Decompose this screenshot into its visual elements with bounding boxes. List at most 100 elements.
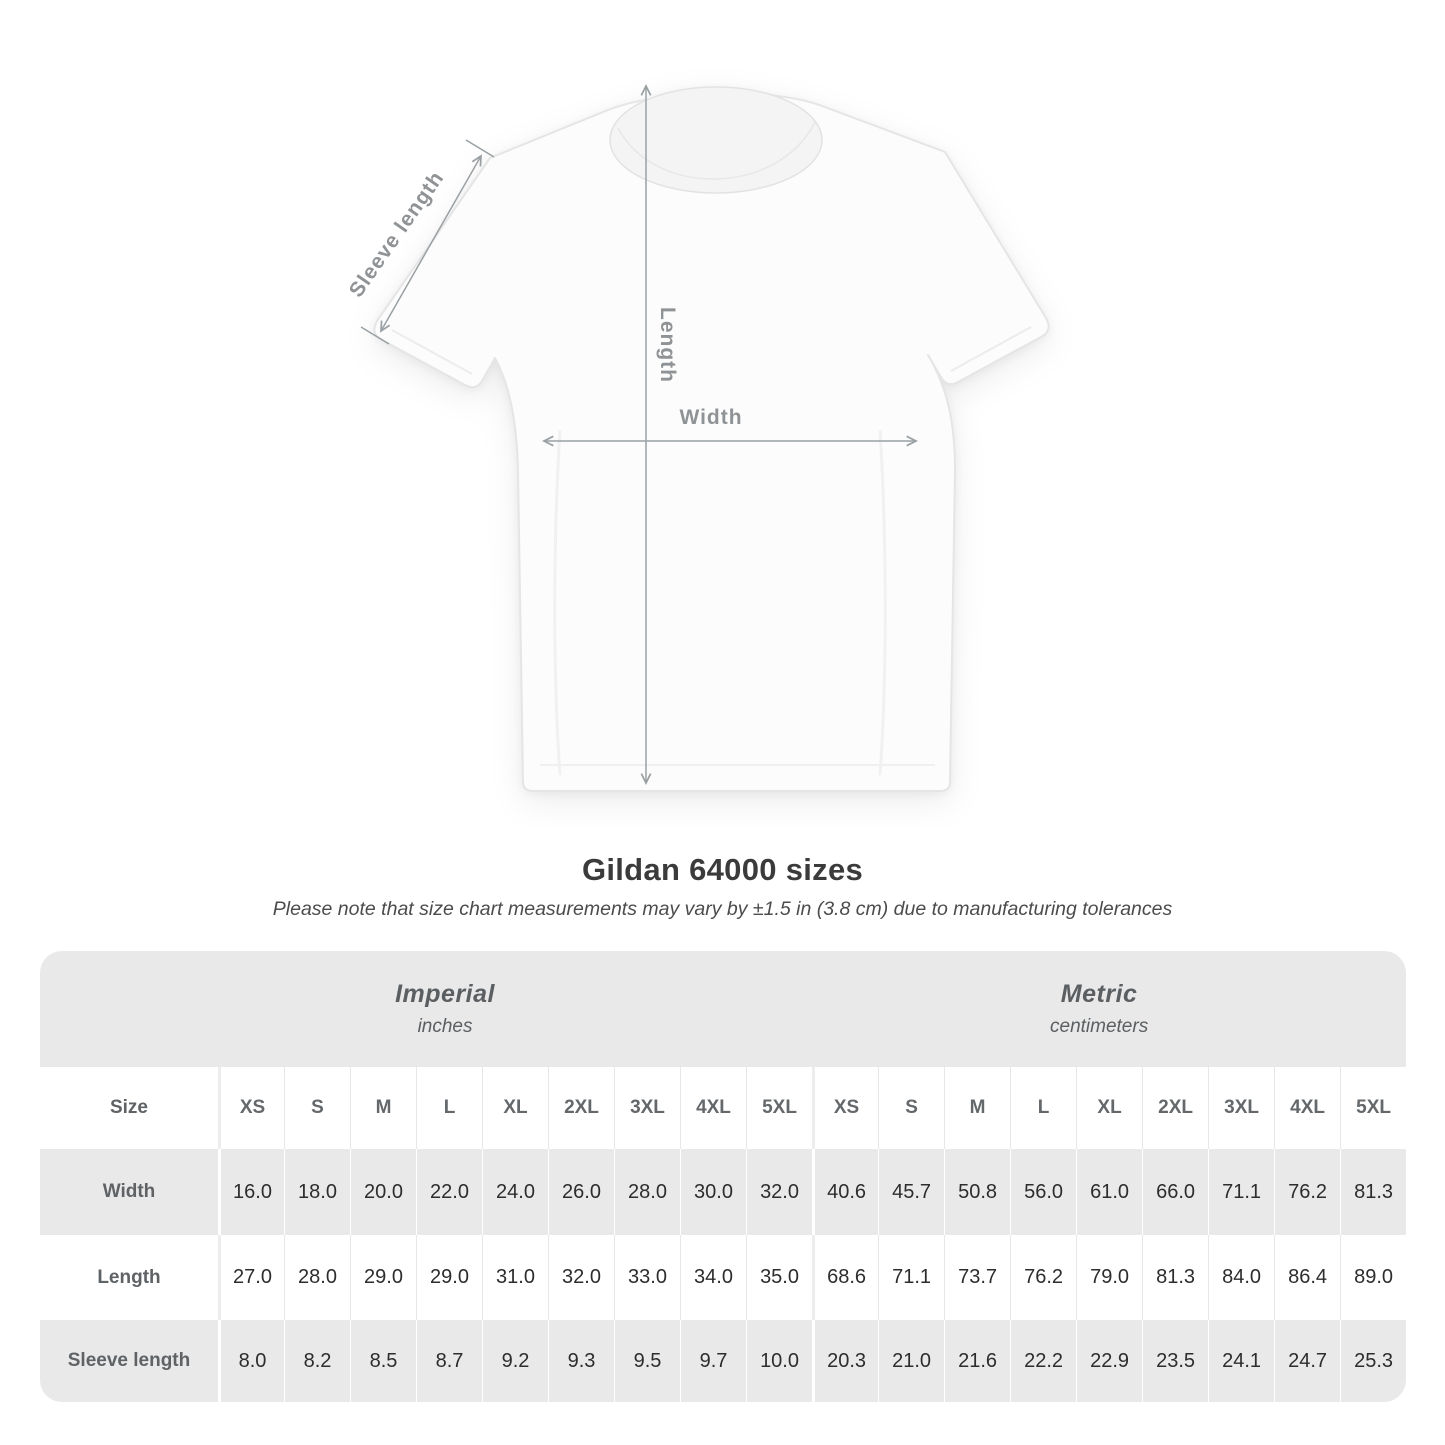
width-imperial-cell: 16.0 [218,1149,284,1235]
size-col-header: XS [218,1067,284,1149]
sleeve-imperial-cell: 9.7 [680,1320,746,1402]
size-col-header: M [350,1067,416,1149]
width-metric-cell: 40.6 [812,1149,879,1235]
width-imperial-cell: 30.0 [680,1149,746,1235]
width-metric-cell: 76.2 [1274,1149,1341,1235]
width-imperial-cell: 22.0 [416,1149,482,1235]
sleeve-arrow-tick-bottom [360,326,390,345]
length-row: Length 27.0 28.0 29.0 29.0 31.0 32.0 33.… [40,1235,1407,1320]
fold-line-left [553,429,562,776]
length-imperial-cell: 34.0 [680,1235,746,1320]
tshirt-body [373,91,1050,792]
length-imperial-cell: 27.0 [218,1235,284,1320]
width-imperial-cell: 24.0 [482,1149,548,1235]
size-col-header: 4XL [1274,1067,1341,1149]
length-metric-cell: 79.0 [1076,1235,1143,1320]
size-header-label: Size [40,1067,218,1149]
width-imperial-cell: 20.0 [350,1149,416,1235]
sleeve-metric-cell: 22.2 [1010,1320,1077,1402]
size-col-header: XS [812,1067,879,1149]
length-metric-cell: 81.3 [1142,1235,1209,1320]
dimension-annotations [360,84,918,785]
width-metric-cell: 56.0 [1010,1149,1077,1235]
metric-section-title: Metric [1060,980,1138,1008]
length-metric-cell: 84.0 [1208,1235,1275,1320]
width-metric-cell: 61.0 [1076,1149,1143,1235]
width-imperial-cell: 18.0 [284,1149,350,1235]
fold-line-right [878,429,887,776]
row-label-length: Length [40,1235,218,1320]
metric-section-header: Metric centimeters [812,951,1407,1067]
sleeve-imperial-cell: 8.7 [416,1320,482,1402]
length-imperial-cell: 33.0 [614,1235,680,1320]
size-col-header: XL [1076,1067,1143,1149]
sleeve-length-arrow [380,154,482,333]
length-metric-cell: 86.4 [1274,1235,1341,1320]
sleeve-seam-left [391,329,473,375]
width-metric-cell: 81.3 [1340,1149,1407,1235]
sleeve-imperial-cell: 9.5 [614,1320,680,1402]
sleeve-seam-right [950,326,1032,372]
tshirt-shape [373,86,1050,792]
length-imperial-cell: 28.0 [284,1235,350,1320]
length-imperial-cell: 29.0 [416,1235,482,1320]
sleeve-arrow-tick-top [465,139,495,158]
collar-opening [609,86,823,194]
sleeve-metric-cell: 21.6 [944,1320,1011,1402]
length-label: Length [656,307,679,383]
size-col-header: 3XL [614,1067,680,1149]
sleeve-imperial-cell: 9.3 [548,1320,614,1402]
size-col-header: S [284,1067,350,1149]
tshirt-illustration: Width Length Sleeve length [345,84,1050,792]
sleeve-metric-cell: 21.0 [878,1320,945,1402]
sleeve-imperial-cell: 8.5 [350,1320,416,1402]
size-col-header: 5XL [746,1067,813,1149]
sleeve-metric-cell: 20.3 [812,1320,879,1402]
size-col-header: L [1010,1067,1077,1149]
width-imperial-cell: 32.0 [746,1149,813,1235]
collar-band-edge [617,121,816,180]
page-subtitle: Please note that size chart measurements… [272,898,1173,920]
unit-band-row: Imperial inches Metric centimeters [40,951,1407,1067]
length-imperial-cell: 29.0 [350,1235,416,1320]
size-table-container: Imperial inches Metric centimeters Size … [40,951,1407,1402]
sleeve-metric-cell: 24.1 [1208,1320,1275,1402]
page-title: Gildan 64000 sizes [581,852,864,887]
size-col-header: M [944,1067,1011,1149]
row-label-width: Width [40,1149,218,1235]
sleeve-imperial-cell: 10.0 [746,1320,813,1402]
size-col-header: 3XL [1208,1067,1275,1149]
imperial-section-title: Imperial [395,980,495,1008]
sleeve-imperial-cell: 8.2 [284,1320,350,1402]
width-metric-cell: 45.7 [878,1149,945,1235]
row-label-sleeve-length: Sleeve length [40,1320,218,1402]
size-col-header: XL [482,1067,548,1149]
width-imperial-cell: 26.0 [548,1149,614,1235]
length-metric-cell: 71.1 [878,1235,945,1320]
sleeve-metric-cell: 24.7 [1274,1320,1341,1402]
size-col-header: L [416,1067,482,1149]
width-imperial-cell: 28.0 [614,1149,680,1235]
length-metric-cell: 76.2 [1010,1235,1077,1320]
imperial-section-header: Imperial inches [40,951,813,1067]
size-col-header: 5XL [1340,1067,1407,1149]
size-col-header: 2XL [548,1067,614,1149]
sleeve-metric-cell: 25.3 [1340,1320,1407,1402]
size-col-header: 4XL [680,1067,746,1149]
width-row: Width 16.0 18.0 20.0 22.0 24.0 26.0 28.0… [40,1149,1407,1235]
size-table: Imperial inches Metric centimeters Size … [40,951,1407,1402]
size-col-header: S [878,1067,945,1149]
sleeve-length-row: Sleeve length 8.0 8.2 8.5 8.7 9.2 9.3 9.… [40,1320,1407,1402]
sleeve-metric-cell: 22.9 [1076,1320,1143,1402]
length-imperial-cell: 32.0 [548,1235,614,1320]
sleeve-metric-cell: 23.5 [1142,1320,1209,1402]
sleeve-imperial-cell: 8.0 [218,1320,284,1402]
length-metric-cell: 68.6 [812,1235,879,1320]
size-header-row: Size XS S M L XL 2XL 3XL 4XL 5XL XS S M … [40,1067,1407,1149]
width-metric-cell: 50.8 [944,1149,1011,1235]
width-metric-cell: 66.0 [1142,1149,1209,1235]
size-col-header: 2XL [1142,1067,1209,1149]
length-metric-cell: 89.0 [1340,1235,1407,1320]
width-label: Width [679,406,742,429]
